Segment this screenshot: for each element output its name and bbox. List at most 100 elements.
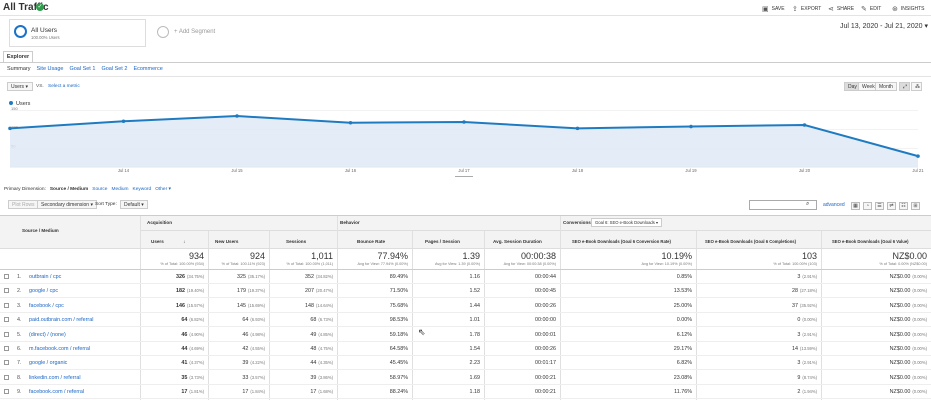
data-point-jul-18[interactable] <box>575 126 580 131</box>
dimension-medium[interactable]: Medium <box>111 187 129 192</box>
table-search-input[interactable] <box>749 200 817 210</box>
subtab-goal-set-1[interactable]: Goal Set 1 <box>69 66 96 72</box>
row-source-medium[interactable]: facebook.com / referral <box>29 389 85 396</box>
line-chart-toggle-icon[interactable]: ⤢ <box>899 82 910 91</box>
edit-button[interactable]: ✎ EDIT <box>861 6 882 13</box>
total-new-users-sub: % of Total: 100.11% (923) <box>221 262 265 266</box>
data-point-jul-15[interactable] <box>235 114 239 118</box>
pivot-view-icon[interactable]: ⊞ <box>911 202 920 210</box>
col-conversion-rate[interactable]: SEO e-Book Downloads (Goal 6 Conversion … <box>572 239 671 244</box>
col-new-users[interactable]: New Users <box>215 239 239 244</box>
row-checkbox[interactable] <box>4 317 9 323</box>
col-completions[interactable]: SEO e-Book Downloads (Goal 6 Completions… <box>705 239 796 244</box>
share-icon: ⋖ <box>828 6 834 13</box>
row-new-users-pct: (4.55%) <box>250 346 265 351</box>
month-button[interactable]: Month <box>875 82 897 91</box>
dimension-source[interactable]: Source <box>92 187 108 192</box>
date-range-picker[interactable]: Jul 13, 2020 - Jul 21, 2020 ▾ <box>840 23 928 30</box>
row-checkbox[interactable] <box>4 360 9 366</box>
row-new-users: 17 <box>242 389 249 396</box>
x-tick-label: Jul 20 <box>799 168 811 173</box>
row-users-pct: (19.40%) <box>187 288 204 294</box>
row-completions: 14 <box>792 346 798 352</box>
col-users[interactable]: Users ↓ <box>151 239 186 244</box>
row-conversion-rate: 23.08% <box>673 374 692 381</box>
col-source-medium[interactable]: Source / Medium <box>22 228 59 233</box>
insights-button[interactable]: ⊛ INSIGHTS <box>892 6 925 13</box>
select-metric-link[interactable]: Select a metric <box>48 84 80 89</box>
row-source-medium[interactable]: google / organic <box>29 360 68 367</box>
goal-select[interactable]: Goal 6: SEO e-Book Downloads ▾ <box>591 218 663 227</box>
advanced-filter-link[interactable]: advanced <box>823 202 845 208</box>
row-source-medium[interactable]: paid.outbrain.com / referral <box>29 317 94 324</box>
row-completions-pct: (2.91%) <box>802 331 817 337</box>
row-checkbox[interactable] <box>4 302 9 308</box>
row-source-medium[interactable]: m.facebook.com / referral <box>29 346 91 352</box>
total-users: 934 <box>188 251 204 261</box>
data-point-jul-17[interactable] <box>462 120 466 124</box>
export-button[interactable]: ⇪ EXPORT <box>792 6 822 13</box>
row-source-medium[interactable]: google / cpc <box>29 288 59 295</box>
row-source-medium[interactable]: facebook / cpc <box>29 302 64 309</box>
dimension-keyword[interactable]: Keyword <box>132 187 152 192</box>
pie-view-icon[interactable]: ◔ <box>863 202 872 210</box>
row-sessions-pct: (3.86%) <box>318 374 333 380</box>
performance-view-icon[interactable]: ☰ <box>875 202 884 210</box>
x-tick-label: Jul 14 <box>118 168 130 173</box>
row-checkbox[interactable] <box>4 346 9 351</box>
row-sessions: 68 <box>310 317 317 324</box>
plot-rows-button[interactable]: Plot Rows <box>8 200 39 209</box>
row-checkbox[interactable] <box>4 331 9 337</box>
row-source-medium[interactable]: (direct) / (none) <box>29 331 66 338</box>
data-view-icon[interactable]: ▦ <box>851 202 860 210</box>
row-value-pct: (0.00%) <box>912 331 927 337</box>
subtab-summary[interactable]: Summary <box>7 66 31 72</box>
segment-name: All Users <box>31 27 58 34</box>
group-acquisition: Acquisition <box>147 220 173 225</box>
col-value[interactable]: SEO e-Book Downloads (Goal 6 Value) <box>832 239 909 244</box>
term-cloud-view-icon[interactable]: ☷ <box>899 202 908 210</box>
y-tick-label: 150 <box>11 106 18 111</box>
row-index: 5. <box>17 331 22 338</box>
subtab-ecommerce[interactable]: Ecommerce <box>133 66 163 72</box>
row-value: NZ$0.00 <box>889 331 911 338</box>
row-avg-duration: 00:00:44 <box>535 274 556 280</box>
row-checkbox[interactable] <box>4 389 9 395</box>
data-point-jul-19[interactable] <box>689 124 693 129</box>
row-users-pct: (34.75%) <box>187 274 204 279</box>
subtab-site-usage[interactable]: Site Usage <box>36 66 64 72</box>
row-checkbox[interactable] <box>4 374 9 380</box>
save-button[interactable]: ▣ SAVE <box>762 6 785 13</box>
data-point-jul-13[interactable] <box>8 126 12 131</box>
row-completions: 0 <box>797 317 801 324</box>
row-avg-duration: 00:00:21 <box>535 374 556 381</box>
row-value-pct: (0.00%) <box>912 317 927 323</box>
motion-chart-toggle-icon[interactable]: ⁂ <box>911 82 922 91</box>
row-source-medium[interactable]: outbrain / cpc <box>29 274 62 280</box>
row-source-medium[interactable]: linkedin.com / referral <box>29 374 81 381</box>
secondary-dimension-select[interactable]: Secondary dimension ▾ <box>37 200 97 209</box>
search-icon[interactable]: ⌕ <box>806 201 810 207</box>
row-users: 182 <box>176 288 185 295</box>
row-completions-pct: (0.00%) <box>802 317 817 323</box>
metric-select[interactable]: Users ▾ <box>7 82 33 91</box>
sort-type-select[interactable]: Default ▾ <box>120 200 148 209</box>
data-point-jul-20[interactable] <box>802 123 807 127</box>
dimension-other[interactable]: Other ▾ <box>155 187 171 192</box>
row-checkbox[interactable] <box>4 288 9 294</box>
data-point-jul-16[interactable] <box>348 120 353 125</box>
col-pages-session[interactable]: Pages / Session <box>425 239 460 244</box>
col-avg-session-duration[interactable]: Avg. Session Duration <box>493 239 542 244</box>
subtab-goal-set-2[interactable]: Goal Set 2 <box>101 66 128 72</box>
row-checkbox[interactable] <box>4 274 9 279</box>
add-segment-button[interactable]: + Add Segment <box>174 29 216 35</box>
segment-card-all-users[interactable] <box>9 19 146 47</box>
chart-resize-handle[interactable] <box>455 176 473 179</box>
comparison-view-icon[interactable]: ⇌ <box>887 202 896 210</box>
tab-explorer[interactable]: Explorer <box>3 51 33 63</box>
col-sessions[interactable]: Sessions <box>286 239 307 244</box>
col-bounce-rate[interactable]: Bounce Rate <box>357 239 386 244</box>
share-button[interactable]: ⋖ SHARE <box>828 6 855 13</box>
data-point-jul-14[interactable] <box>121 119 126 124</box>
data-point-jul-21[interactable] <box>916 154 920 158</box>
